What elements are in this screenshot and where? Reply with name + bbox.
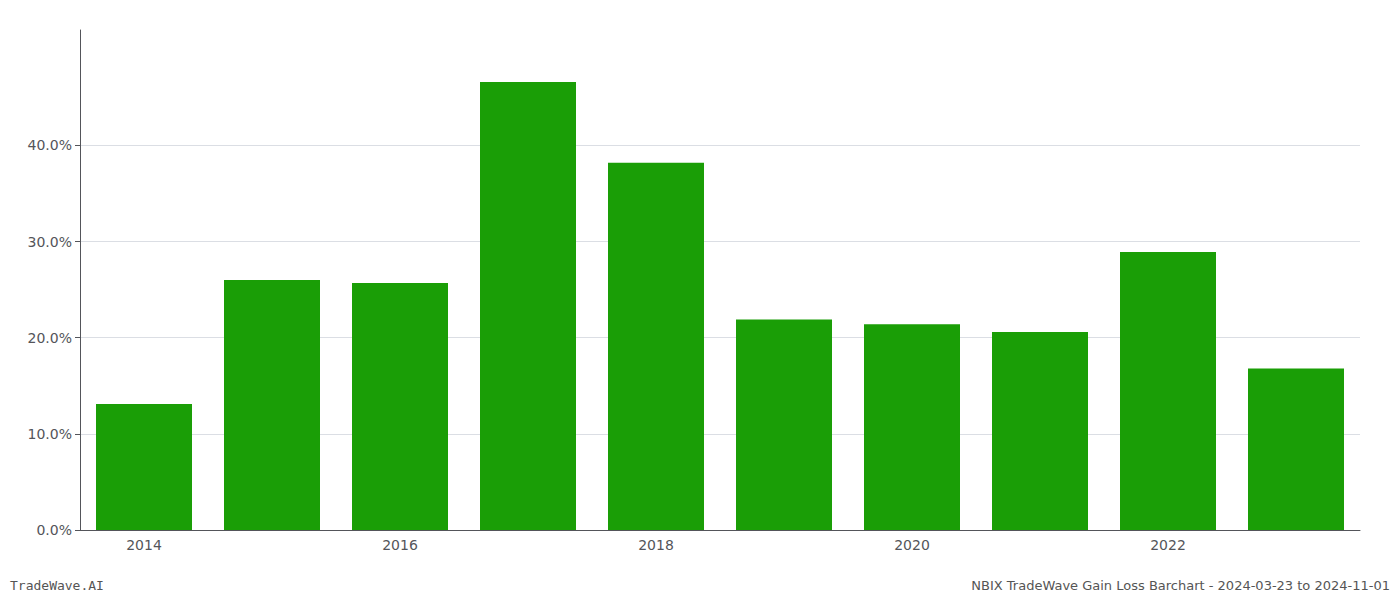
svg-text:30.0%: 30.0%	[28, 234, 72, 250]
svg-text:2018: 2018	[638, 537, 674, 553]
svg-text:NBIX TradeWave Gain Loss Barch: NBIX TradeWave Gain Loss Barchart - 2024…	[971, 578, 1390, 593]
svg-text:2022: 2022	[1150, 537, 1186, 553]
svg-text:2020: 2020	[894, 537, 930, 553]
svg-text:10.0%: 10.0%	[28, 426, 72, 442]
svg-text:TradeWave.AI: TradeWave.AI	[10, 578, 104, 593]
svg-text:2016: 2016	[382, 537, 418, 553]
svg-text:20.0%: 20.0%	[28, 330, 72, 346]
svg-text:40.0%: 40.0%	[28, 137, 72, 153]
svg-text:0.0%: 0.0%	[36, 522, 72, 538]
svg-text:2014: 2014	[126, 537, 162, 553]
